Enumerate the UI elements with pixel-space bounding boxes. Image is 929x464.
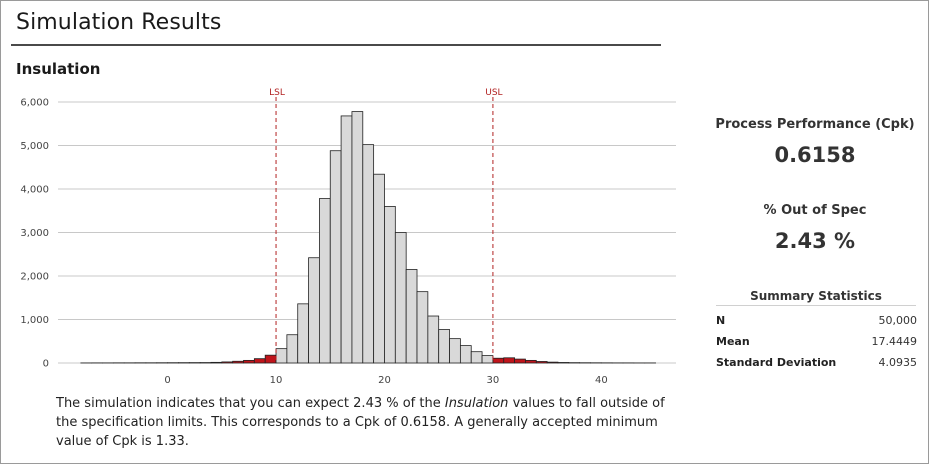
summary-statistics-divider [716, 305, 916, 306]
histogram-bar [384, 205, 396, 364]
stat-row-mean: Mean 17.4449 [716, 335, 918, 351]
x-tick-label: 30 [487, 375, 500, 386]
histogram-bar [232, 360, 244, 364]
summary-text-part1: The simulation indicates that you can ex… [56, 396, 445, 411]
stat-label: N [716, 314, 726, 327]
histogram-bar [362, 144, 375, 364]
histogram-bar [297, 303, 309, 364]
histogram-bar [525, 359, 537, 364]
histogram-bar [319, 198, 331, 364]
histogram-bar [449, 338, 461, 364]
histogram-bar [492, 357, 505, 364]
histogram-bar [503, 357, 516, 364]
y-tick-label: 6,000 [20, 98, 49, 109]
title-divider [11, 44, 661, 46]
summary-text-part2: values to fall outside of the specificat… [56, 396, 665, 449]
spec-limit-label: USL [485, 88, 502, 98]
out-of-spec-label: % Out of Spec [763, 203, 867, 218]
stat-label: Standard Deviation [716, 356, 837, 369]
histogram-bar [546, 361, 559, 364]
x-tick-label: 40 [595, 375, 608, 386]
histogram-bar [275, 348, 288, 364]
histogram-bar [438, 329, 450, 364]
y-tick-label: 2,000 [20, 272, 49, 283]
histogram-bar [264, 354, 277, 364]
out-of-spec-value: 2.43 % [774, 229, 856, 253]
histogram-bar [557, 362, 570, 364]
y-tick-label: 5,000 [20, 141, 49, 152]
page-title: Simulation Results [16, 10, 222, 35]
histogram-bar [394, 232, 407, 364]
x-tick-label: 20 [378, 375, 391, 386]
stat-row-standard-deviation: Standard Deviation 4.0935 [716, 356, 918, 372]
histogram-chart: 0 1,000 2,000 3,000 4,000 5,000 6,000 0 10 20 30 40… [20, 88, 676, 386]
cpk-label: Process Performance (Cpk) [715, 117, 915, 132]
cpk-value: 0.6158 [774, 143, 856, 167]
histogram-bar [427, 315, 440, 364]
y-tick-label: 3,000 [20, 228, 49, 239]
chart-title: Insulation [16, 60, 101, 78]
histogram-bar [373, 173, 385, 364]
histogram-bar [535, 361, 548, 364]
stat-label: Mean [716, 335, 750, 348]
histogram-bar [470, 351, 483, 364]
histogram-bar [416, 291, 429, 364]
stat-value: 17.4449 [871, 335, 918, 348]
y-tick-label: 4,000 [20, 185, 49, 196]
y-tick-label: 0 [43, 359, 49, 370]
summary-variable-name: Insulation [444, 396, 509, 411]
histogram-bar [405, 269, 418, 364]
histogram-bar [340, 115, 353, 364]
simulation-summary-text: The simulation indicates that you can ex… [56, 394, 666, 451]
spec-limit-label: LSL [269, 88, 285, 98]
stat-value: 50,000 [878, 314, 918, 327]
histogram-bar [308, 257, 320, 364]
histogram-bar [459, 345, 472, 364]
histogram-bar [481, 355, 494, 364]
histogram-bar [351, 111, 364, 364]
x-tick-label: 10 [270, 375, 283, 386]
histogram-bar [286, 334, 299, 364]
histogram-bar [221, 361, 234, 364]
histogram-bar [243, 359, 255, 364]
histogram-bar [514, 358, 526, 364]
stat-row-n: N 50,000 [716, 314, 918, 330]
x-tick-label: 0 [164, 375, 170, 386]
histogram-bar [329, 150, 342, 364]
histogram-bar [253, 358, 266, 364]
stat-value: 4.0935 [878, 356, 918, 369]
summary-statistics-title: Summary Statistics [750, 289, 882, 303]
histogram-bar [210, 361, 223, 364]
y-tick-label: 1,000 [20, 315, 49, 326]
